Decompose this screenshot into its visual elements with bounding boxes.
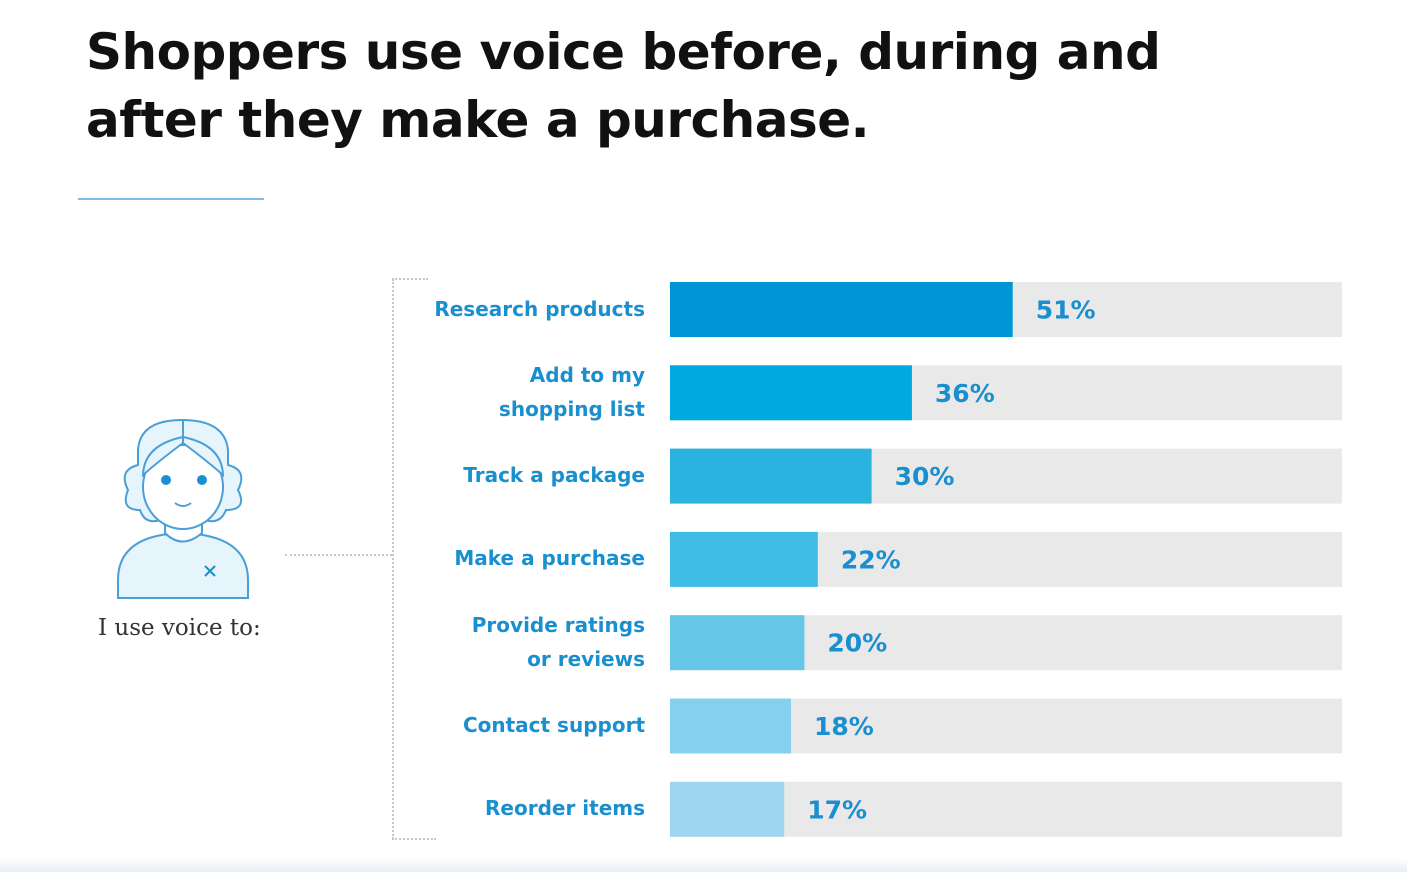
data-label: 36%	[935, 379, 995, 408]
data-label: 30%	[895, 462, 955, 491]
bar	[670, 531, 818, 587]
bar	[670, 698, 791, 754]
category-label-line: shopping list	[498, 396, 645, 421]
bar	[670, 615, 805, 671]
connector-line	[285, 554, 392, 556]
data-label: 22%	[841, 545, 901, 574]
category-label-line: Make a purchase	[454, 546, 645, 571]
data-label: 51%	[1036, 296, 1096, 325]
category-label-line: Research products	[434, 296, 645, 321]
title-underline	[78, 198, 264, 200]
category-label: Research products	[405, 292, 645, 326]
category-label: Add to my shopping list	[405, 358, 645, 426]
bar	[670, 781, 785, 837]
bar	[670, 282, 1013, 337]
category-label-line: Provide ratings	[471, 612, 645, 637]
category-label-line: Track a package	[463, 463, 645, 488]
data-label: 18%	[814, 712, 874, 741]
category-label-line: Add to my	[529, 362, 645, 387]
data-label: 17%	[807, 795, 867, 824]
category-label-line: Contact support	[462, 713, 645, 737]
bar	[670, 365, 912, 421]
bar	[670, 448, 872, 504]
category-label: Make a purchase	[405, 541, 645, 575]
bottom-edge	[0, 858, 1407, 872]
category-label-line: Reorder items	[485, 796, 645, 821]
bracket-line	[392, 279, 394, 839]
category-label: Track a package	[405, 458, 645, 492]
chart-caption: I use voice to:	[98, 615, 261, 641]
category-label: Contact support	[405, 708, 645, 742]
category-label-line: or reviews	[527, 646, 645, 671]
data-label: 20%	[827, 629, 887, 658]
bracket-top	[392, 278, 428, 280]
category-label: Reorder items	[405, 791, 645, 825]
category-label: Provide ratings or reviews	[405, 608, 645, 676]
woman-avatar-icon	[117, 418, 249, 599]
chart-title: Shoppers use voice before, during and af…	[86, 23, 1161, 149]
bracket-bottom	[392, 838, 436, 840]
